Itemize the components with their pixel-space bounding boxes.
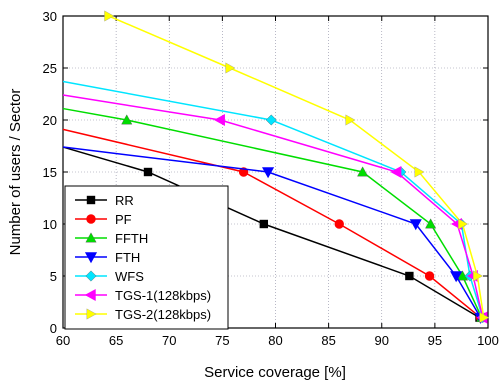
x-tick-label: 70 (162, 333, 176, 348)
legend: RR PF FFTH FTH WFS TGS-1(128kbps) TGS-2(128kbp… (64, 185, 229, 330)
x-tick-label: 95 (428, 333, 442, 348)
x-tick-label: 85 (321, 333, 335, 348)
legend-label: PF (115, 212, 132, 227)
legend-label: FFTH (115, 231, 148, 246)
legend-marker (86, 214, 96, 224)
legend-label: TGS-2(128kbps) (115, 307, 211, 322)
y-tick-label: 30 (43, 9, 57, 24)
legend-marker (85, 270, 97, 282)
data-point (424, 271, 435, 281)
x-tick-label: 75 (215, 333, 229, 348)
x-tick-label: 80 (268, 333, 282, 348)
series (62, 10, 490, 324)
series-line (62, 107, 483, 318)
data-point (472, 270, 483, 282)
data-point (409, 219, 422, 231)
series-line (62, 80, 484, 318)
legend-item: PF (75, 212, 132, 227)
x-tick-label: 100 (477, 333, 499, 348)
data-point (458, 218, 469, 230)
data-point (425, 218, 437, 229)
data-point (345, 114, 356, 126)
data-point (121, 114, 133, 125)
legend-item: WFS (75, 269, 144, 284)
legend-item: RR (75, 193, 134, 208)
y-axis-title: Number of users / Sector (7, 89, 24, 256)
data-point (262, 167, 275, 179)
data-point (334, 219, 344, 229)
data-point (405, 271, 414, 281)
legend-marker (85, 232, 97, 243)
y-tick-label: 15 (43, 165, 57, 180)
legend-item: FTH (75, 250, 140, 265)
data-point (414, 166, 425, 178)
data-point (265, 114, 277, 126)
legend-item: FFTH (75, 231, 148, 246)
tick-labels: 60 65 70 75 80 85 90 95 100 0 5 10 15 20 25 30 (43, 9, 499, 348)
legend-marker (84, 288, 96, 302)
y-tick-label: 10 (43, 217, 57, 232)
legend-label: WFS (115, 269, 144, 284)
y-tick-label: 5 (50, 269, 57, 284)
data-point (225, 62, 236, 74)
legend-item: TGS-1(128kbps) (75, 288, 211, 303)
data-point (357, 166, 369, 177)
x-tick-label: 65 (109, 333, 123, 348)
y-tick-label: 0 (50, 321, 57, 336)
x-axis-title: Service coverage [%] (204, 364, 346, 381)
legend-marker (84, 252, 98, 264)
data-point (450, 271, 463, 283)
x-tick-label: 90 (375, 333, 389, 348)
legend-label: FTH (115, 250, 140, 265)
legend-marker (86, 195, 96, 205)
series-tgs-2-128kbps- (104, 10, 490, 324)
legend-item: TGS-2(128kbps) (75, 307, 211, 322)
data-point (143, 167, 153, 177)
x-tick-label: 60 (56, 333, 70, 348)
legend-label: TGS-1(128kbps) (115, 288, 211, 303)
legend-label: RR (115, 193, 134, 208)
legend-marker (86, 308, 97, 320)
series-line (62, 94, 484, 318)
data-point (259, 219, 269, 229)
data-point (104, 10, 115, 22)
data-point (479, 312, 490, 324)
y-tick-label: 20 (43, 113, 57, 128)
data-point (214, 113, 225, 127)
y-tick-label: 25 (43, 61, 57, 76)
data-point (390, 165, 402, 179)
